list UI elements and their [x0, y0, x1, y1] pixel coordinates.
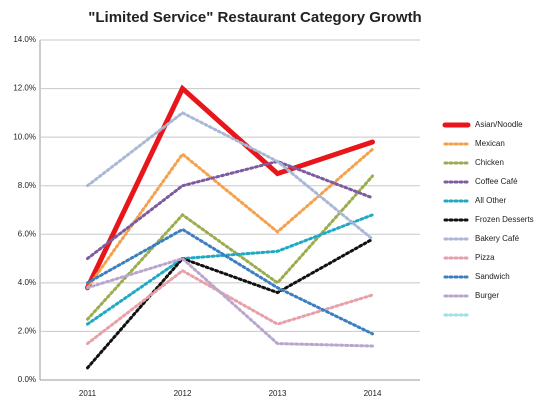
chart-title: "Limited Service" Restaurant Category Gr…	[88, 9, 421, 26]
legend-label: Mexican	[475, 139, 505, 148]
legend-label: Sandwich	[475, 272, 510, 281]
x-tick-label: 2013	[269, 389, 287, 398]
legend-label: Coffee Café	[475, 177, 518, 186]
y-tick-label: 6.0%	[18, 229, 36, 238]
series-line	[86, 174, 374, 321]
y-tick-label: 2.0%	[18, 327, 36, 336]
series-line	[86, 227, 374, 336]
series-line	[85, 84, 375, 291]
legend-label: Pizza	[475, 253, 495, 262]
series-line	[86, 147, 374, 290]
y-tick-label: 8.0%	[18, 181, 36, 190]
legend-label: Chicken	[475, 158, 504, 167]
series-line	[86, 256, 374, 348]
x-tick-label: 2014	[364, 389, 382, 398]
legend-label: Frozen Desserts	[475, 215, 534, 224]
legend-label: Burger	[475, 291, 499, 300]
legend-label: All Other	[475, 196, 506, 205]
y-tick-label: 4.0%	[18, 278, 36, 287]
series-line	[86, 111, 374, 241]
legend-label: Bakery Café	[475, 234, 520, 243]
series-line	[86, 159, 374, 261]
x-tick-label: 2011	[79, 389, 97, 398]
y-tick-label: 0.0%	[18, 375, 36, 384]
series-line	[86, 213, 374, 326]
y-tick-label: 10.0%	[13, 132, 36, 141]
series-line	[86, 268, 374, 346]
y-tick-label: 12.0%	[13, 84, 36, 93]
x-tick-label: 2012	[174, 389, 192, 398]
legend-label: Asian/Noodle	[475, 120, 523, 129]
series-line	[86, 237, 374, 370]
y-tick-label: 14.0%	[13, 35, 36, 44]
